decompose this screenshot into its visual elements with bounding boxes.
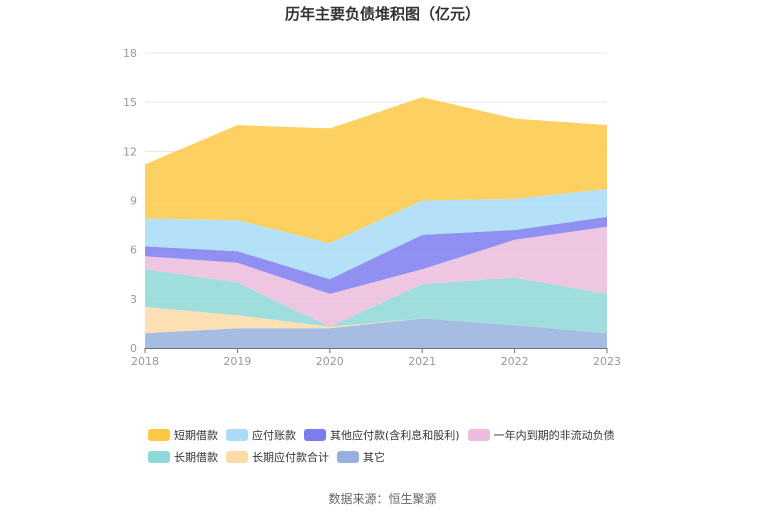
legend-swatch [148,451,170,463]
legend-swatch [226,429,248,441]
legend-label: 短期借款 [174,429,218,442]
area-series [145,216,607,294]
legend-row: 短期借款 应付账款 其他应付款(含利息和股利) 一年内到期的非流动负债 [148,424,648,446]
legend-label: 其它 [363,451,385,464]
x-tick-label: 2019 [223,355,251,368]
legend-swatch [467,429,490,441]
legend-label: 长期应付款合计 [252,451,329,464]
legend: 短期借款 应付账款 其他应付款(含利息和股利) 一年内到期的非流动负债 长期借款 长期应… [148,424,648,468]
legend-swatch [226,451,248,463]
area-series [145,307,607,334]
x-tick-label: 2020 [316,355,344,368]
stacked-area-chart: 0 3 6 9 12 15 18 2018 2019 2020 2021 2022 2023 [123,47,621,368]
x-tick-label: 2023 [593,355,621,368]
legend-item[interactable]: 长期应付款合计 [226,449,329,465]
area-series [145,269,607,334]
y-tick-label: 18 [123,47,137,60]
x-tick-label: 2021 [408,355,436,368]
area-series [145,189,607,280]
x-tick-label: 2018 [131,355,159,368]
y-tick-label: 0 [130,342,137,355]
legend-item[interactable]: 其他应付款(含利息和股利) [304,427,460,443]
legend-swatch [304,429,326,441]
area-series [145,226,607,327]
area-series [145,97,607,244]
legend-item[interactable]: 长期借款 [148,449,218,465]
legend-swatch [337,451,359,463]
legend-label: 长期借款 [174,451,218,464]
legend-label: 应付账款 [252,429,296,442]
legend-label: 一年内到期的非流动负债 [493,429,615,442]
axes: 0 3 6 9 12 15 18 2018 2019 2020 2021 2022 2023 [123,47,621,368]
area-layers [145,97,607,348]
legend-row: 长期借款 长期应付款合计 其它 [148,446,648,468]
y-tick-label: 15 [123,96,137,109]
legend-item[interactable]: 其它 [337,449,385,465]
y-tick-label: 6 [130,244,137,257]
data-source-note: 数据来源：恒生聚源 [328,492,437,506]
legend-swatch [148,429,170,441]
legend-item[interactable]: 应付账款 [226,427,296,443]
y-tick-label: 3 [130,293,137,306]
x-tick-label: 2022 [501,355,529,368]
y-tick-label: 9 [130,195,137,208]
legend-item[interactable]: 一年内到期的非流动负债 [467,427,615,443]
area-series [145,318,607,348]
chart-title: 历年主要负债堆积图（亿元） [284,5,480,23]
legend-label: 其他应付款(含利息和股利) [330,429,460,442]
y-tick-label: 12 [123,145,137,158]
legend-item[interactable]: 短期借款 [148,427,218,443]
